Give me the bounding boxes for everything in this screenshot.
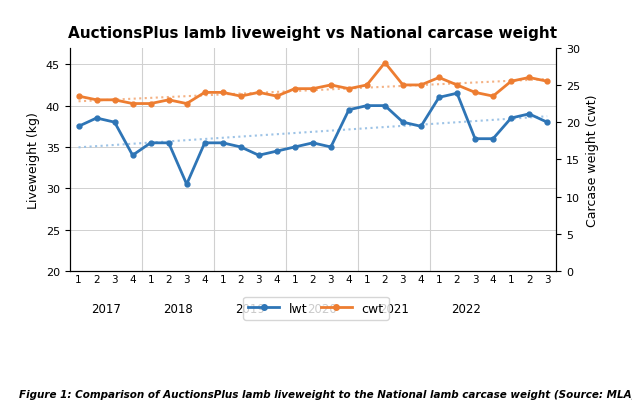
Text: 2020: 2020 bbox=[307, 302, 337, 315]
Text: 2022: 2022 bbox=[451, 302, 481, 315]
Y-axis label: Carcase weight (cwt): Carcase weight (cwt) bbox=[586, 94, 599, 226]
Text: Figure 1: Comparison of AuctionsPlus lamb liveweight to the National lamb carcas: Figure 1: Comparison of AuctionsPlus lam… bbox=[19, 389, 632, 399]
Legend: lwt, cwt: lwt, cwt bbox=[243, 297, 389, 320]
Y-axis label: Liveweight (kg): Liveweight (kg) bbox=[27, 112, 40, 208]
Text: 2017: 2017 bbox=[90, 302, 121, 315]
Text: 2021: 2021 bbox=[379, 302, 409, 315]
Text: 2018: 2018 bbox=[163, 302, 193, 315]
Text: 2019: 2019 bbox=[235, 302, 265, 315]
Title: AuctionsPlus lamb liveweight vs National carcase weight: AuctionsPlus lamb liveweight vs National… bbox=[68, 26, 557, 40]
